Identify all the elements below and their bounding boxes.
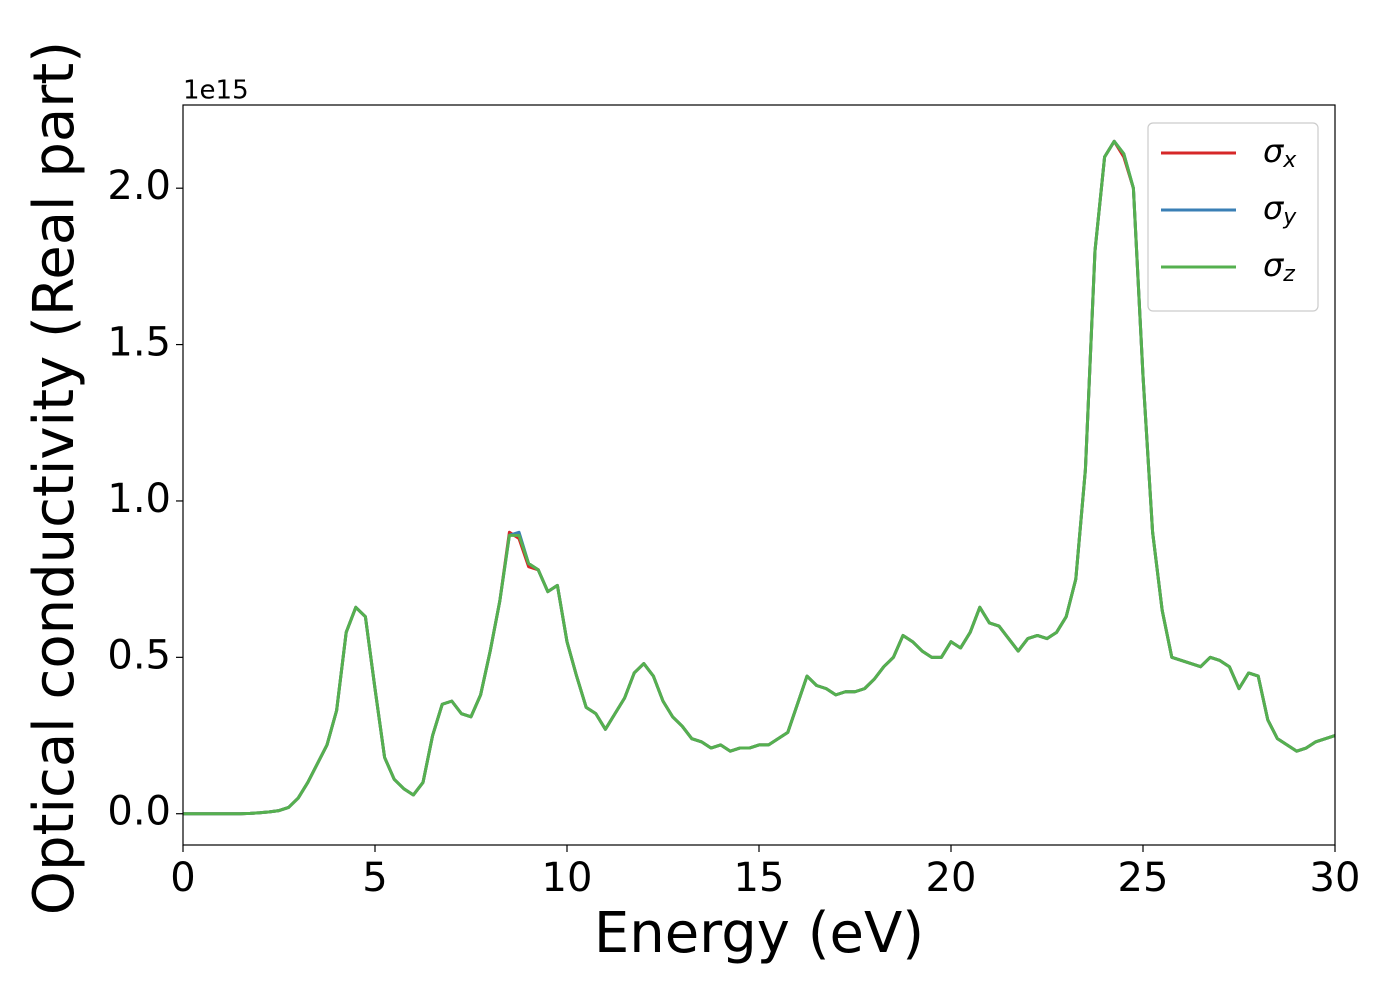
x-tick-label: 0 [170, 855, 195, 901]
x-tick-label: 30 [1310, 855, 1361, 901]
legend-box [1147, 122, 1319, 312]
y-tick-label: 0.5 [107, 632, 171, 678]
x-tick-label: 10 [542, 855, 593, 901]
x-axis-label: Energy (eV) [594, 901, 924, 966]
plot-area [183, 139, 1335, 816]
y-axis-label: Optical conductivity (Real part) [22, 41, 87, 915]
y-offset-label: 1e15 [183, 76, 249, 106]
plot-frame [182, 104, 1336, 846]
x-tick-label: 5 [362, 855, 387, 901]
x-tick-label: 25 [1118, 855, 1169, 901]
y-tick-label: 2.0 [107, 163, 171, 209]
legend-label: σz [1263, 246, 1295, 287]
y-tick-label: 1.5 [107, 320, 171, 366]
y-tick-label: 1.0 [107, 476, 171, 522]
x-tick-label: 15 [734, 855, 785, 901]
x-tick-label: 20 [926, 855, 977, 901]
legend-label: σy [1263, 189, 1297, 230]
legend-label: σx [1263, 132, 1297, 173]
series-line [183, 139, 1335, 816]
y-tick-label: 0.0 [107, 789, 171, 835]
